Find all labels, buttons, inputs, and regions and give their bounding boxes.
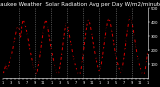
Title: Milwaukee Weather  Solar Radiation Avg per Day W/m2/minute: Milwaukee Weather Solar Radiation Avg pe…: [0, 2, 160, 7]
